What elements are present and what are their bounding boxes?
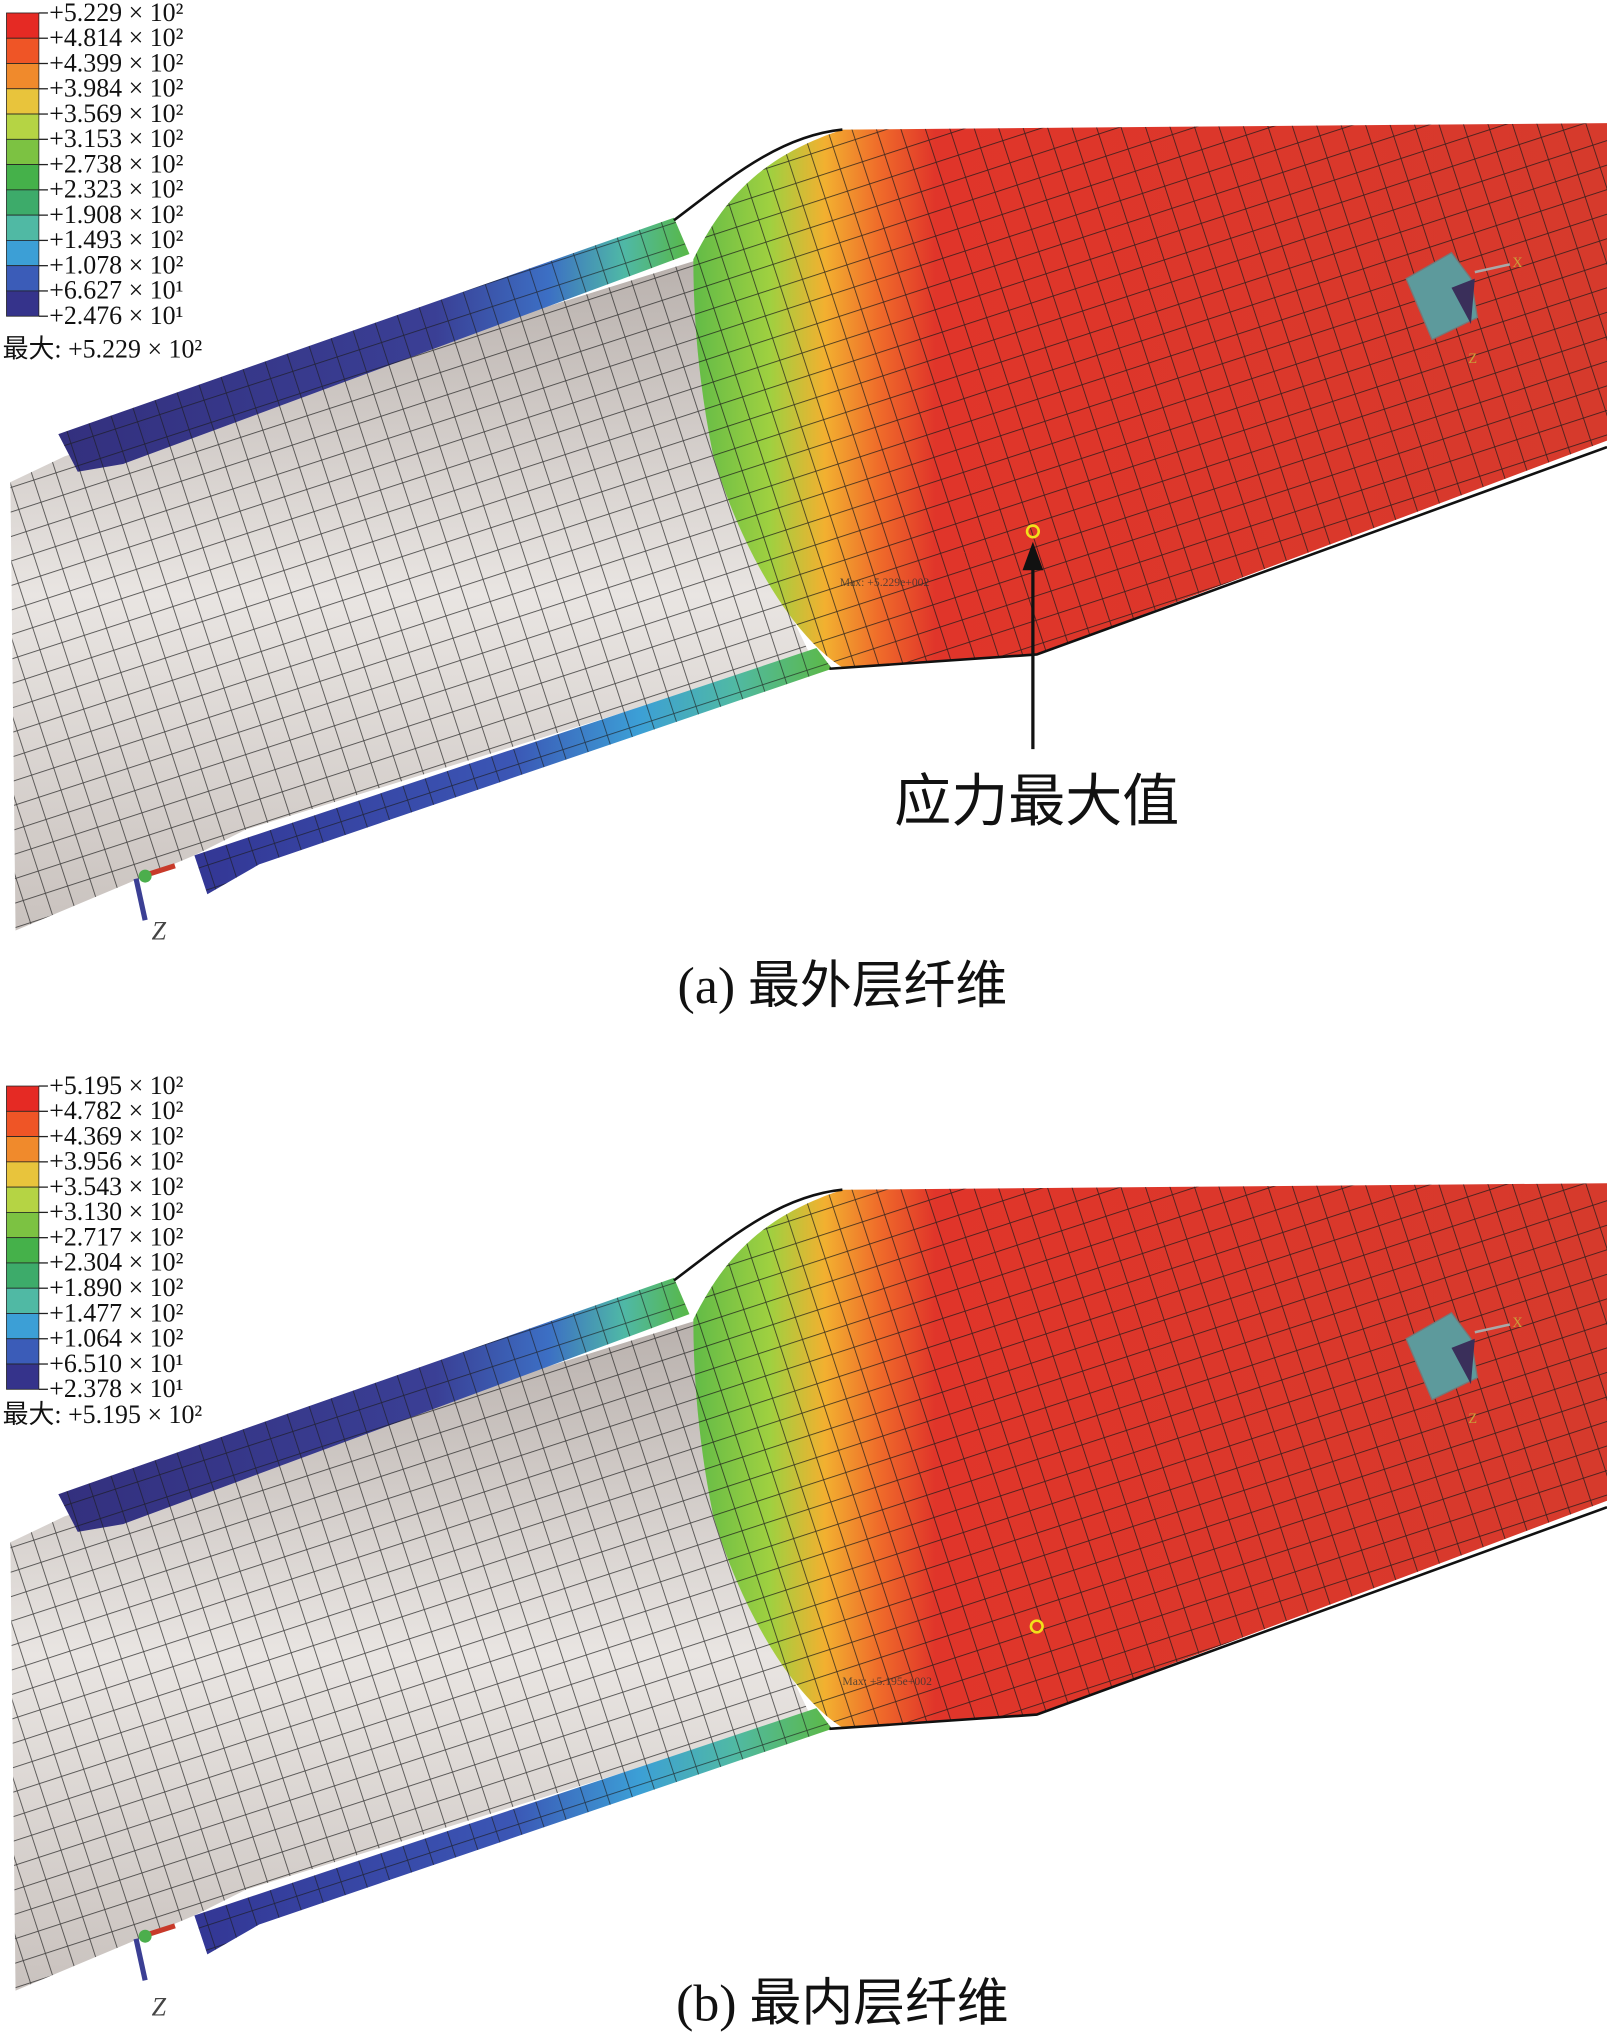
legend-swatch (6, 1237, 40, 1264)
legend-label: +1.078 × 10² (49, 250, 183, 279)
caption: (b) 最内层纤维 (676, 1975, 1009, 2032)
probe-label: Max: +5.195e+002 (842, 1675, 932, 1688)
legend-swatch (6, 138, 40, 165)
triad-x: X (1512, 255, 1523, 271)
legend-label: +5.195 × 10² (49, 1071, 183, 1100)
fe-model (10, 123, 1607, 930)
legend-swatch (6, 113, 40, 140)
max-label: 最大: +5.229 × 10² (3, 335, 203, 364)
legend-label: +2.476 × 10¹ (49, 301, 183, 330)
annotation-arrowhead (1022, 541, 1044, 571)
legend-label: +3.130 × 10² (49, 1197, 183, 1226)
annotation: 应力最大值 (894, 770, 1179, 833)
legend-label: +4.814 × 10² (49, 23, 183, 52)
legend-swatch (6, 1085, 40, 1112)
legend-label: +3.569 × 10² (49, 99, 183, 128)
legend-label: +4.399 × 10² (49, 48, 183, 77)
legend-swatch (6, 88, 40, 115)
probe-marker (1025, 524, 1041, 539)
legend-label: +2.378 × 10¹ (49, 1374, 183, 1403)
legend-label: +3.543 × 10² (49, 1172, 183, 1201)
fe-model (10, 1183, 1607, 1990)
legend-label: +4.369 × 10² (49, 1121, 183, 1150)
legend-label: +2.323 × 10² (49, 175, 183, 204)
probe-label: Max: +5.229e+002 (840, 576, 930, 589)
legend-label: +1.477 × 10² (49, 1298, 183, 1327)
legend-swatch (6, 1287, 40, 1314)
origin-axis: Z (152, 917, 167, 946)
legend-swatch (6, 37, 40, 64)
legend-label: +1.064 × 10² (49, 1324, 183, 1353)
legend-swatch (6, 164, 40, 191)
probe-marker (1029, 1619, 1044, 1634)
legend-label: +1.890 × 10² (49, 1273, 183, 1302)
legend-label: +1.908 × 10² (49, 200, 183, 229)
legend-label: +2.738 × 10² (49, 149, 183, 178)
legend-label: +6.627 × 10¹ (49, 276, 183, 305)
triad-x: X (1512, 1315, 1523, 1331)
legend-swatch (6, 214, 40, 241)
legend-label: +2.304 × 10² (49, 1248, 183, 1277)
legend-swatch (6, 1186, 40, 1213)
legend-swatch (6, 1110, 40, 1137)
legend-label: +5.229 × 10² (49, 0, 183, 27)
legend-label: +6.510 × 10¹ (49, 1349, 183, 1378)
legend-swatch (6, 265, 40, 292)
legend-label: +1.493 × 10² (49, 225, 183, 254)
legend-swatch (6, 63, 40, 90)
origin-axis: Z (152, 1992, 167, 2021)
max-label: 最大: +5.195 × 10² (3, 1400, 203, 1429)
legend-swatch (6, 1363, 40, 1390)
legend-label: +4.782 × 10² (49, 1096, 183, 1125)
legend-swatch (6, 1161, 40, 1188)
legend-label: +2.717 × 10² (49, 1222, 183, 1251)
legend-label: +3.153 × 10² (49, 124, 183, 153)
legend-swatch (6, 1212, 40, 1239)
legend-swatch (6, 1262, 40, 1289)
legend-label: +3.984 × 10² (49, 74, 183, 103)
caption: (a) 最外层纤维 (678, 958, 1008, 1015)
legend-label: +3.956 × 10² (49, 1147, 183, 1176)
triad-z: Z (1468, 1411, 1477, 1427)
legend-swatch (6, 1338, 40, 1365)
legend-swatch (6, 1313, 40, 1340)
legend-swatch (6, 1136, 40, 1163)
legend-swatch (6, 240, 40, 267)
legend-swatch (6, 290, 40, 317)
legend-swatch (6, 12, 40, 39)
triad-z: Z (1468, 351, 1477, 367)
legend-swatch (6, 189, 40, 216)
